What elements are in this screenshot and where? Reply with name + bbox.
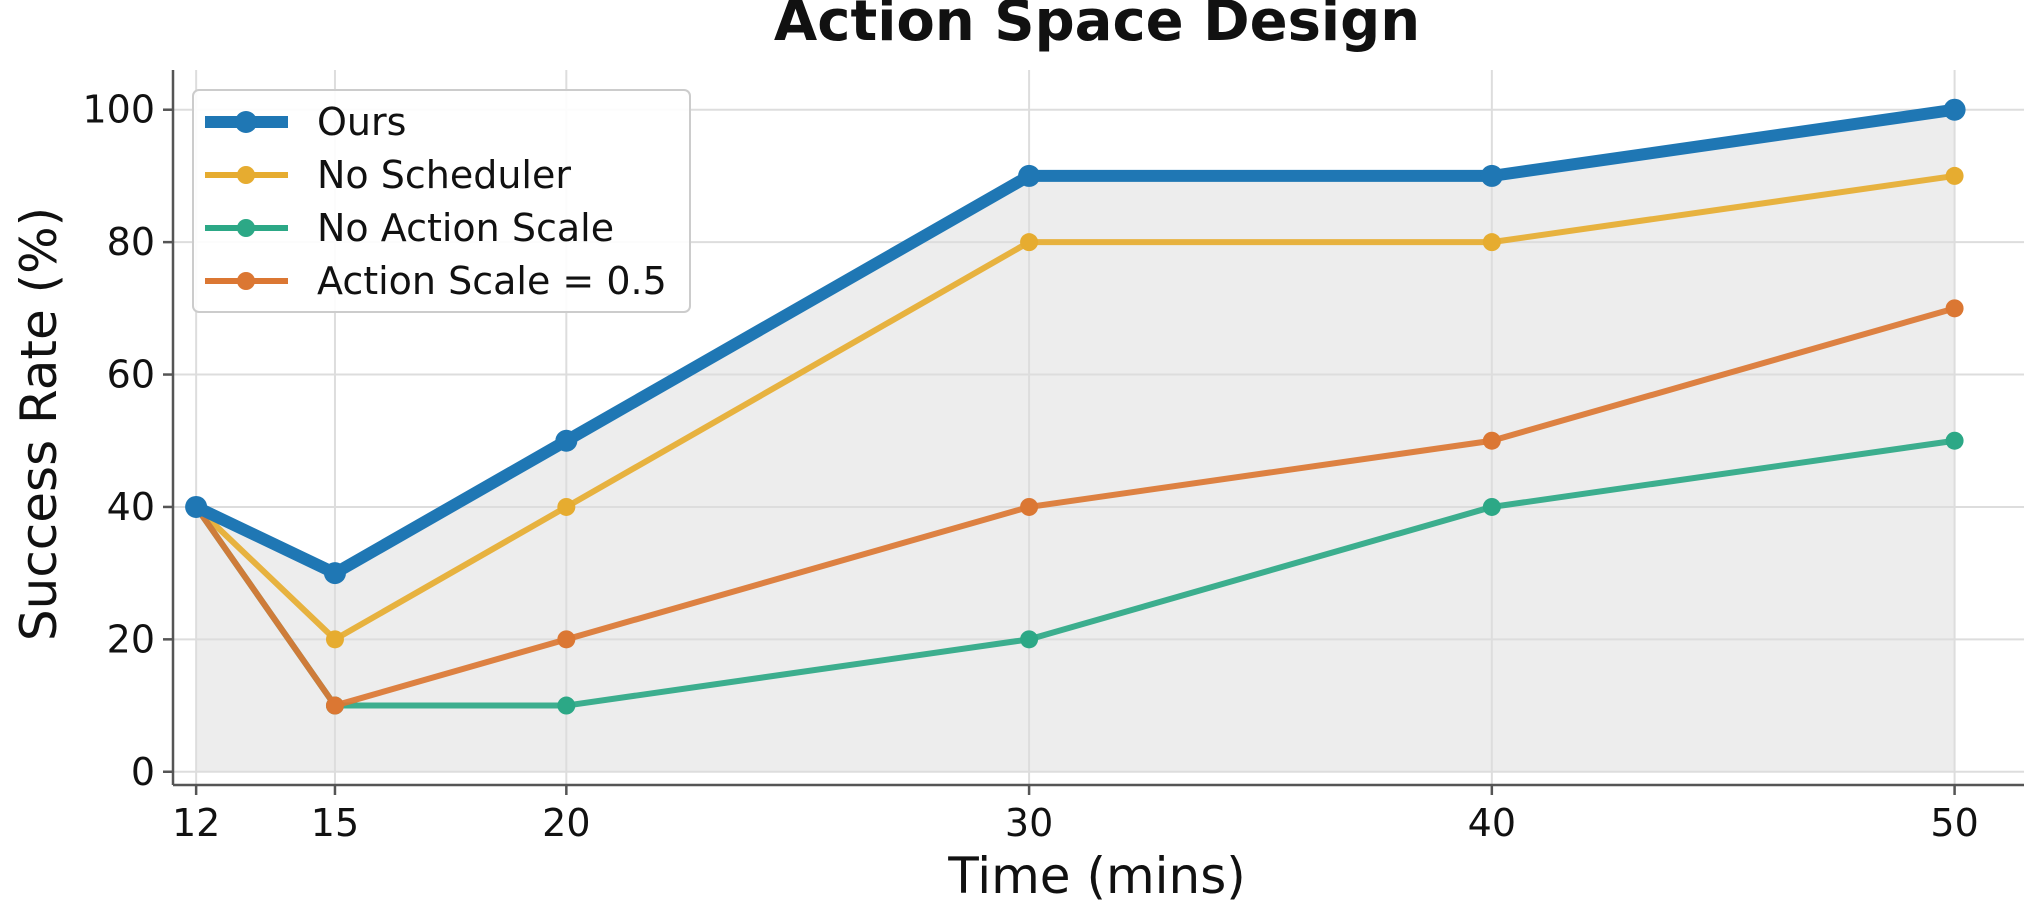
y-tick-label: 60	[107, 353, 155, 397]
series-line-action-scale-0-5	[193, 305, 1958, 709]
legend-label: No Action Scale	[317, 206, 614, 250]
series-line-ours	[190, 103, 1961, 580]
data-point-no-scheduler	[1945, 166, 1964, 185]
data-point-no-action-scale	[1020, 630, 1039, 649]
data-point-no-scheduler	[1482, 233, 1501, 252]
x-tick-label: 40	[1468, 801, 1516, 845]
y-axis-label: Success Rate (%)	[10, 207, 68, 641]
data-point-ours	[555, 429, 578, 452]
data-point-no-action-scale	[557, 696, 576, 715]
x-tick-label: 50	[1930, 801, 1978, 845]
data-point-no-scheduler	[1020, 233, 1039, 252]
legend-swatch-marker	[237, 272, 255, 290]
data-point-no-scheduler	[325, 630, 344, 649]
y-tick-label: 20	[107, 617, 155, 661]
series-group	[185, 98, 1966, 715]
data-point-no-action-scale	[1945, 431, 1964, 450]
legend: Ours No Scheduler No Action Scale Action Sc…	[192, 89, 691, 313]
legend-swatch-marker	[237, 166, 255, 184]
data-point-action-scale-0-5	[1020, 497, 1039, 516]
data-point-action-scale-0-5	[1945, 299, 1964, 318]
x-tick-label: 15	[311, 801, 359, 845]
shaded-area	[196, 109, 1955, 772]
y-tick-label: 100	[82, 88, 155, 132]
legend-item-ours: Ours	[205, 100, 406, 144]
data-point-ours	[1480, 164, 1503, 187]
data-point-action-scale-0-5	[1482, 431, 1501, 450]
legend-item-no-scheduler: No Scheduler	[205, 153, 571, 197]
series-ours	[185, 98, 1966, 585]
shaded-area-group	[196, 109, 1955, 772]
x-axis-label: Time (mins)	[947, 847, 1246, 905]
axes-group	[163, 70, 2024, 795]
data-point-ours	[1018, 164, 1041, 187]
data-point-action-scale-0-5	[325, 696, 344, 715]
data-point-no-action-scale	[1482, 497, 1501, 516]
tick-labels-group: 0 20 40 60 80 100 12 15 20 30 40 50	[82, 88, 1978, 845]
legend-swatch-marker	[235, 111, 257, 133]
data-point-action-scale-0-5	[557, 630, 576, 649]
x-tick-label: 20	[542, 801, 590, 845]
series-line-no-scheduler	[193, 172, 1958, 643]
legend-label: Action Scale = 0.5	[317, 259, 667, 303]
data-point-ours	[1943, 98, 1966, 121]
legend-box	[192, 89, 691, 313]
data-point-ours	[323, 562, 346, 585]
legend-label: Ours	[317, 100, 406, 144]
y-tick-label: 40	[107, 485, 155, 529]
y-tick-label: 0	[131, 750, 155, 794]
legend-item-action-scale-0-5: Action Scale = 0.5	[205, 259, 667, 303]
x-tick-label: 30	[1005, 801, 1053, 845]
legend-swatch-marker	[237, 219, 255, 237]
legend-item-no-action-scale: No Action Scale	[205, 206, 614, 250]
legend-label: No Scheduler	[317, 153, 571, 197]
x-tick-label: 12	[172, 801, 220, 845]
data-point-no-scheduler	[557, 497, 576, 516]
chart-title: Action Space Design	[774, 0, 1420, 54]
y-tick-label: 80	[107, 220, 155, 264]
data-point-ours	[185, 495, 208, 518]
